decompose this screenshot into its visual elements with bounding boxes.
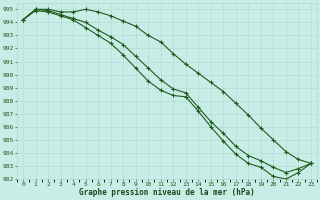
X-axis label: Graphe pression niveau de la mer (hPa): Graphe pression niveau de la mer (hPa) bbox=[79, 188, 255, 197]
